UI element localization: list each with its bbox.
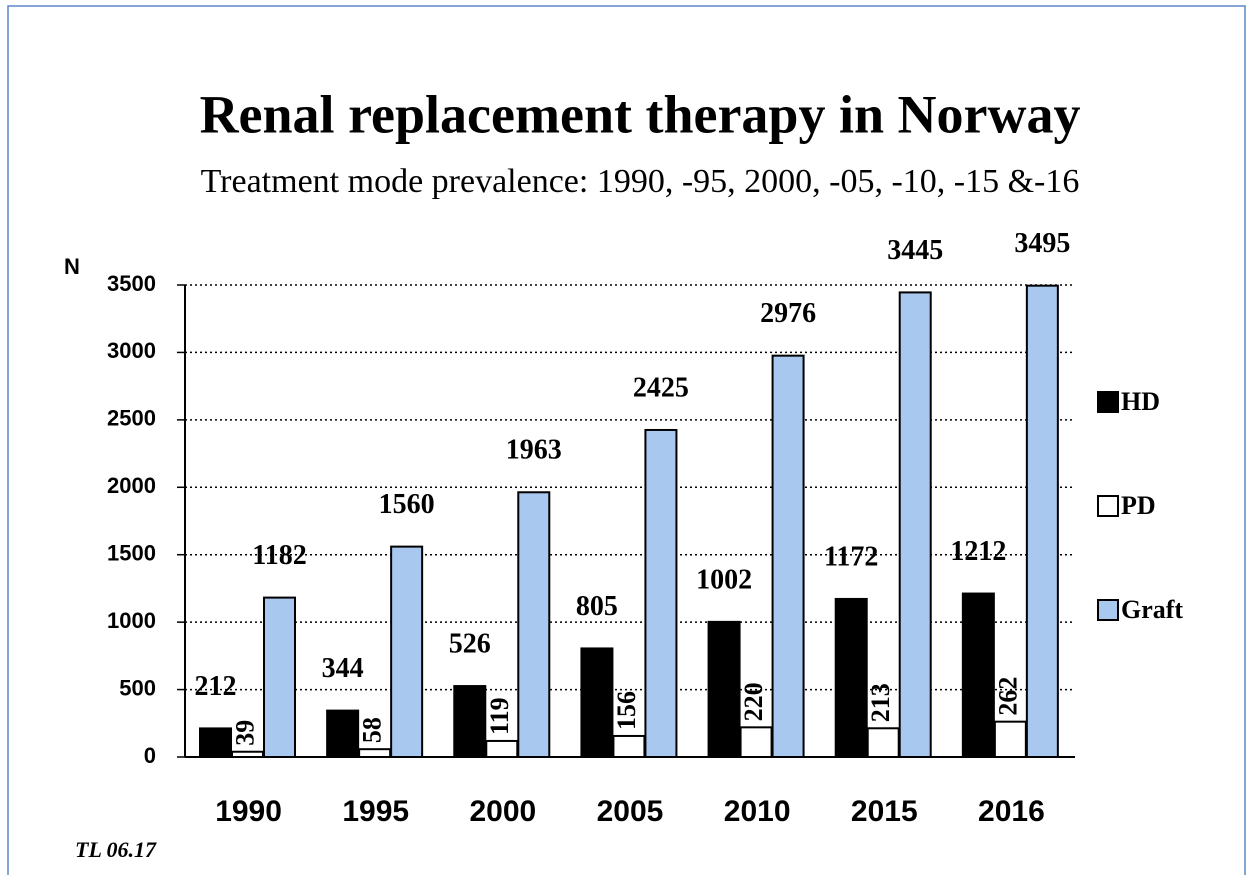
data-label: 213 — [866, 683, 895, 722]
data-label: 119 — [485, 697, 514, 735]
x-tick-label: 2016 — [978, 795, 1045, 828]
y-tick-label: 2500 — [107, 406, 156, 431]
y-tick-label: 2000 — [107, 473, 156, 498]
legend-label: Graft — [1121, 595, 1183, 624]
bar — [834, 597, 868, 759]
data-label: 2425 — [633, 372, 689, 403]
legend-label: HD — [1121, 387, 1160, 416]
y-tick-label: 1000 — [107, 608, 156, 633]
data-label: 262 — [993, 677, 1022, 716]
data-label: 1182 — [252, 540, 306, 571]
data-label: 58 — [358, 717, 387, 743]
data-label: 1963 — [506, 435, 562, 466]
bar — [326, 709, 360, 758]
bar — [517, 491, 551, 758]
legend-swatch — [1097, 391, 1119, 413]
y-tick-label: 3000 — [107, 338, 156, 363]
data-label: 1212 — [950, 536, 1006, 567]
bar — [993, 720, 1027, 758]
x-tick-label: 1995 — [342, 795, 409, 828]
x-tick-label: 2015 — [851, 795, 918, 828]
bar — [771, 354, 805, 758]
data-label: 344 — [322, 653, 364, 684]
bar — [707, 620, 741, 759]
bar — [263, 596, 296, 759]
bar — [898, 291, 932, 758]
y-axis-label: N — [64, 254, 80, 279]
legend-swatch — [1097, 495, 1119, 517]
data-label: 156 — [612, 691, 641, 730]
x-tick-label: 1990 — [215, 795, 282, 828]
legend-swatch — [1097, 599, 1119, 621]
footnote: TL 06.17 — [75, 837, 157, 862]
x-tick-label: 2005 — [597, 795, 664, 828]
bar — [1025, 284, 1059, 758]
y-tick-label: 500 — [119, 675, 156, 700]
bar — [866, 727, 900, 759]
bar — [453, 685, 487, 758]
x-tick-label: 2000 — [469, 795, 536, 828]
bar — [199, 727, 232, 758]
data-label: 220 — [739, 682, 768, 721]
data-label: 1002 — [696, 564, 752, 595]
data-label: 2976 — [760, 298, 816, 329]
y-tick-label: 1500 — [107, 541, 156, 566]
data-label: 3445 — [887, 235, 943, 266]
y-tick-label: 0 — [144, 743, 156, 768]
x-tick-label: 2010 — [724, 795, 791, 828]
data-label: 212 — [195, 671, 237, 702]
bar — [739, 726, 773, 758]
chart-subtitle: Treatment mode prevalence: 1990, -95, 20… — [201, 163, 1080, 200]
data-label: 1560 — [379, 489, 435, 520]
bar — [644, 428, 678, 758]
bar — [358, 748, 392, 758]
data-label: 1172 — [824, 541, 878, 572]
bar — [580, 647, 614, 758]
bar — [390, 545, 424, 758]
data-label: 3495 — [1014, 228, 1070, 259]
chart-title: Renal replacement therapy in Norway — [200, 84, 1081, 144]
legend-label: PD — [1121, 491, 1156, 520]
bar — [961, 592, 995, 759]
data-label: 39 — [230, 720, 259, 746]
bar — [485, 739, 519, 759]
data-label: 805 — [576, 591, 618, 622]
bar — [612, 734, 646, 758]
y-tick-label: 3500 — [107, 271, 156, 296]
data-label: 526 — [449, 628, 491, 659]
